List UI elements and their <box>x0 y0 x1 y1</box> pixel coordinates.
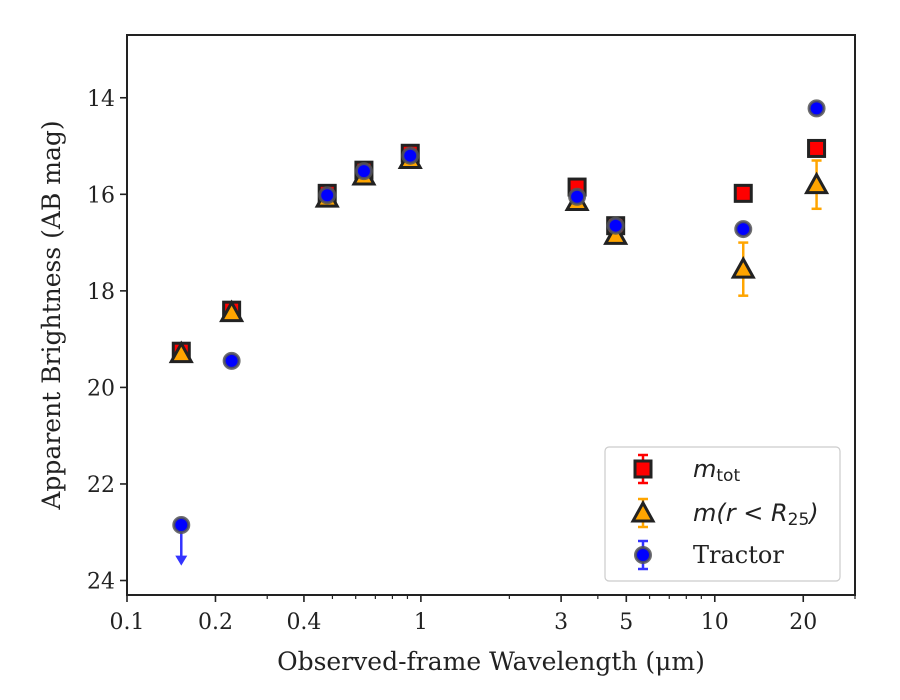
marker-square <box>733 183 753 203</box>
x-tick-label: 0.4 <box>286 610 321 635</box>
legend-marker-triangle <box>630 499 656 523</box>
y-tick-label: 14 <box>87 87 115 112</box>
y-tick-label: 16 <box>87 183 115 208</box>
marker-circle <box>568 187 587 206</box>
marker-triangle <box>219 299 245 323</box>
x-tick-label: 5 <box>619 610 633 635</box>
marker-triangle <box>168 340 194 364</box>
data-markers <box>168 99 830 534</box>
y-tick-label: 24 <box>87 570 115 595</box>
marker-triangle <box>730 256 756 279</box>
marker-circle <box>401 146 420 165</box>
marker-square <box>807 138 827 158</box>
x-tick-label: 3 <box>554 610 568 635</box>
y-tick-label: 22 <box>87 473 115 498</box>
legend-marker-square <box>633 459 653 479</box>
marker-circle <box>172 516 191 534</box>
y-axis: 14 16 18 20 22 24 <box>87 87 127 595</box>
marker-triangle <box>804 171 830 195</box>
legend-box <box>604 446 841 582</box>
legend: mtot m(r < R25) Tractor <box>604 446 841 582</box>
x-tick-label: 0.2 <box>198 610 233 635</box>
marker-circle <box>807 99 826 118</box>
x-tick-label: 1 <box>414 610 428 635</box>
legend-label: m(r < R25) <box>693 499 819 530</box>
x-tick-label: 0.1 <box>110 610 145 635</box>
y-tick-label: 18 <box>87 280 115 305</box>
legend-label: mtot <box>693 455 740 486</box>
x-axis-label: Observed-frame Wavelength (μm) <box>277 647 705 676</box>
legend-label: Tractor <box>693 541 784 569</box>
x-tick-label: 20 <box>789 610 817 635</box>
upper-limit-arrowhead <box>175 555 188 566</box>
marker-circle <box>318 186 337 205</box>
y-axis-label: Apparent Brightness (AB mag) <box>37 120 66 510</box>
x-axis: 0.1 0.2 0.4 1 3 5 10 20 <box>110 595 856 635</box>
x-tick-label: 10 <box>701 610 729 635</box>
legend-marker-circle <box>634 546 652 564</box>
plot-frame <box>126 34 856 596</box>
marker-circle <box>354 162 373 181</box>
marker-circle <box>222 351 241 370</box>
marker-circle <box>606 216 625 235</box>
marker-circle <box>734 220 753 239</box>
y-tick-label: 20 <box>87 376 115 401</box>
